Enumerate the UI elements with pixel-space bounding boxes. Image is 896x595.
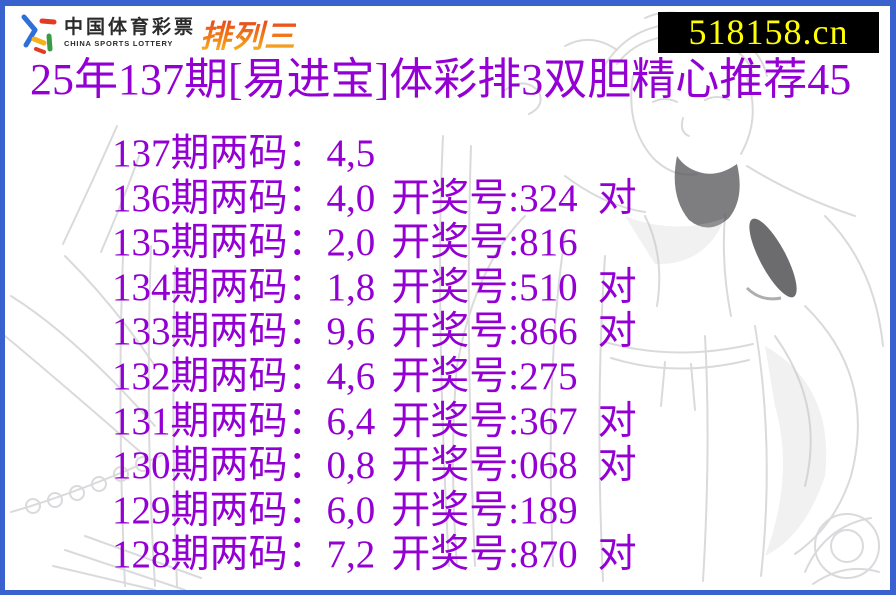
recommendation-row: 133期两码：9,6 开奖号:866 对: [112, 310, 637, 355]
recommendation-row: 137期两码：4,5: [112, 132, 637, 177]
row-codes: 0,8: [326, 444, 376, 488]
recommendation-row: 128期两码：7,2 开奖号:870 对: [112, 533, 637, 578]
row-draw-number: 开奖号:510: [391, 265, 578, 309]
row-codes: 4,5: [326, 132, 376, 175]
row-draw-number: 开奖号:068: [391, 444, 578, 488]
row-codes: 6,0: [326, 488, 376, 532]
row-draw-number: 开奖号:870: [391, 533, 578, 577]
row-codes: 4,6: [326, 354, 376, 398]
brand-name-en: CHINA SPORTS LOTTERY: [64, 39, 174, 49]
row-codes: 7,2: [326, 533, 376, 577]
brand-name-cn: 中国体育彩票: [64, 17, 197, 39]
row-draw-number: 开奖号:866: [391, 310, 578, 354]
row-period-label: 129期两码：: [112, 488, 327, 532]
row-draw-number: 开奖号:367: [391, 399, 578, 443]
row-hit-flag: 对: [597, 176, 637, 220]
recommendation-row: 136期两码：4,0 开奖号:324 对: [112, 177, 637, 222]
row-hit-flag: 对: [597, 399, 637, 443]
row-period-label: 136期两码：: [112, 176, 327, 220]
row-draw-number: 开奖号:816: [391, 221, 578, 265]
row-hit-flag: 对: [597, 533, 637, 577]
game-name: 排列三: [200, 11, 296, 56]
row-draw-number: 开奖号:324: [391, 176, 578, 220]
row-period-label: 133期两码：: [112, 310, 327, 354]
header-logo: 中国体育彩票 CHINA SPORTS LOTTERY 排列三: [18, 10, 296, 56]
row-hit-flag: 对: [597, 444, 637, 488]
row-codes: 1,8: [326, 265, 376, 309]
page-title: 25年137期[易进宝]体彩排3双胆精心推荐45: [30, 55, 852, 104]
recommendation-row: 135期两码：2,0 开奖号:816: [112, 221, 637, 266]
recommendation-row: 129期两码：6,0 开奖号:189: [112, 489, 637, 534]
row-hit-flag: 对: [597, 310, 637, 354]
row-period-label: 130期两码：: [112, 444, 327, 488]
china-sports-lottery-icon: [21, 14, 57, 54]
brand-text: 中国体育彩票 CHINA SPORTS LOTTERY: [64, 18, 196, 48]
recommendation-row: 131期两码：6,4 开奖号:367 对: [112, 400, 637, 445]
row-period-label: 135期两码：: [112, 221, 327, 265]
site-badge: 518158.cn: [658, 12, 879, 53]
row-codes: 9,6: [326, 310, 376, 354]
row-period-label: 131期两码：: [112, 399, 327, 443]
row-codes: 6,4: [326, 399, 376, 443]
row-period-label: 137期两码：: [112, 132, 327, 175]
recommendation-list: 137期两码：4,5 136期两码：4,0 开奖号:324 对 135期两码：2,0 开奖…: [112, 132, 637, 578]
row-period-label: 134期两码：: [112, 265, 327, 309]
recommendation-row: 130期两码：0,8 开奖号:068 对: [112, 444, 637, 489]
row-codes: 4,0: [326, 176, 376, 220]
recommendation-row: 132期两码：4,6 开奖号:275: [112, 355, 637, 400]
row-period-label: 128期两码：: [112, 533, 327, 577]
row-hit-flag: 对: [597, 265, 637, 309]
row-period-label: 132期两码：: [112, 354, 327, 398]
row-draw-number: 开奖号:275: [391, 354, 578, 398]
row-codes: 2,0: [326, 221, 376, 265]
row-draw-number: 开奖号:189: [391, 488, 578, 532]
recommendation-row: 134期两码：1,8 开奖号:510 对: [112, 266, 637, 311]
